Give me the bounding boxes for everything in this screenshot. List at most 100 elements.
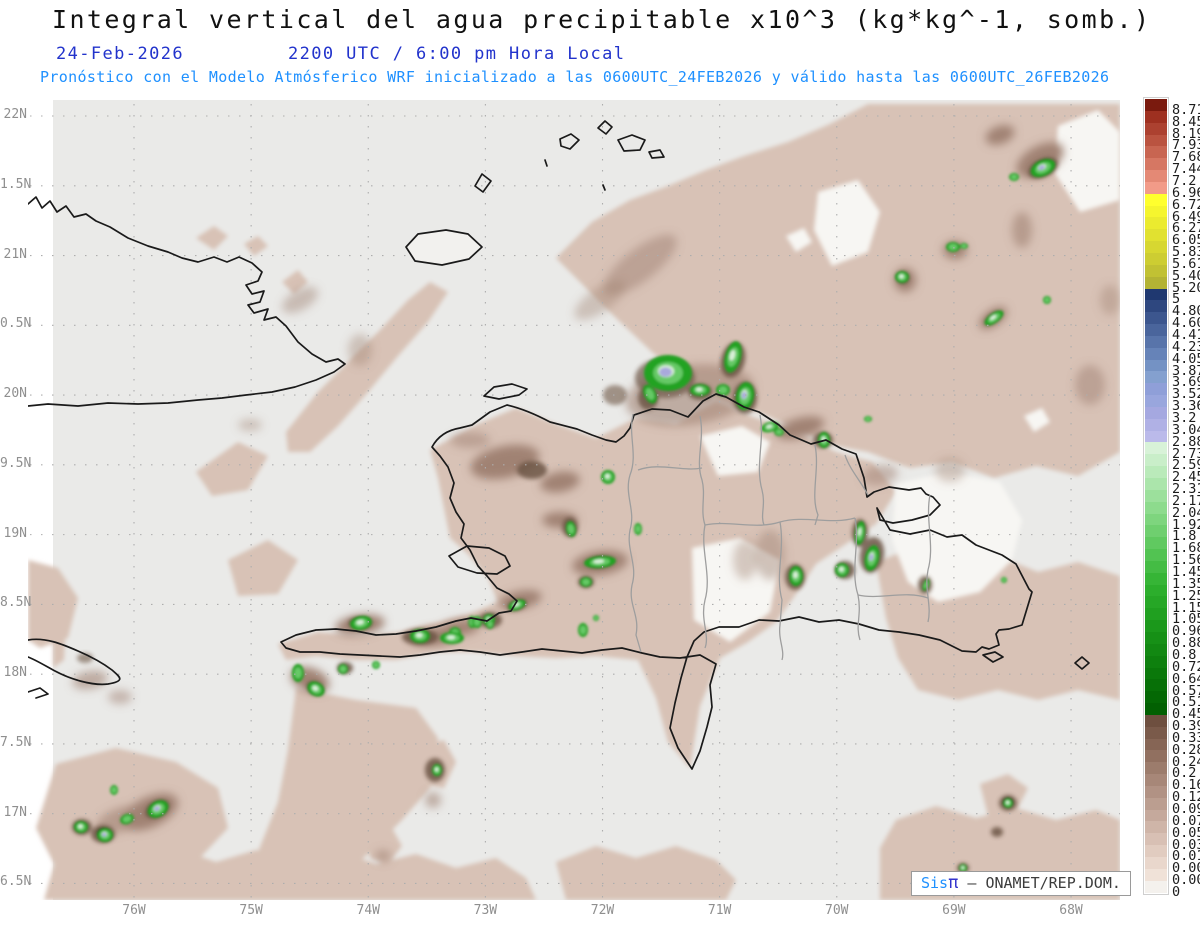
- colorbar-swatch: [1145, 868, 1167, 881]
- colorbar-value-label: 1.8: [1172, 528, 1197, 545]
- colorbar-swatch: [1145, 549, 1167, 561]
- colorbar-swatch: [1145, 395, 1167, 407]
- attribution-box: Sisπ – ONAMET/REP.DOM.: [911, 871, 1131, 896]
- colorbar: [1143, 97, 1169, 895]
- field-white-patches: [692, 110, 1120, 642]
- colorbar-value-label: 1.922: [1172, 516, 1200, 533]
- hispaniola-coastline: [280, 393, 1033, 770]
- colorbar-value-label: 0.072: [1172, 812, 1200, 829]
- colorbar-value-label: 0.648: [1172, 670, 1200, 687]
- colorbar-swatch: [1145, 170, 1167, 182]
- colorbar-swatch: [1145, 454, 1167, 467]
- colorbar-value-label: 2.312: [1172, 481, 1200, 498]
- valid-date: 24-Feb-2026: [56, 44, 184, 64]
- colorbar-swatch: [1145, 110, 1167, 123]
- colorbar-value-label: 3.2: [1172, 409, 1197, 426]
- colorbar-value-label: 0.002: [1172, 872, 1200, 889]
- longitude-label: 73W: [473, 903, 498, 918]
- colorbar-value-label: 2.178: [1172, 492, 1200, 509]
- colorbar-value-label: 8.192: [1172, 125, 1200, 142]
- colorbar-value-label: 8.712: [1172, 101, 1200, 118]
- longitude-label: 68W: [1059, 903, 1083, 918]
- colorbar-swatch: [1145, 785, 1167, 798]
- colorbar-value-label: 0.512: [1172, 694, 1200, 711]
- colorbar-swatch: [1145, 655, 1167, 668]
- colorbar-value-label: 5.408: [1172, 267, 1200, 284]
- colorbar-value-label: 0.968: [1172, 623, 1200, 640]
- attribution-sispi-brand: Sis: [921, 874, 949, 892]
- colorbar-value-label: 2.738: [1172, 445, 1200, 462]
- longitude-label: 71W: [707, 903, 732, 918]
- colorbar-swatch: [1145, 146, 1167, 159]
- colorbar-value-label: 7.442: [1172, 161, 1200, 178]
- islet-speck-2: [602, 184, 606, 191]
- colorbar-swatch: [1145, 442, 1167, 455]
- colorbar-value-label: 0.05: [1172, 824, 1200, 841]
- latitude-label: 9.5N: [0, 455, 32, 471]
- colorbar-value-label: 2.592: [1172, 457, 1200, 474]
- colorbar-value-label: 7.688: [1172, 149, 1200, 166]
- valid-time: 2200 UTC / 6:00 pm Hora Local: [288, 44, 626, 64]
- colorbar-swatch: [1145, 193, 1167, 206]
- colorbar-swatch: [1145, 631, 1167, 644]
- colorbar-value-label: 0.018: [1172, 848, 1200, 865]
- latitude-label: 0.5N: [0, 316, 32, 332]
- saona-island: [982, 651, 1004, 663]
- colorbar-swatch: [1145, 845, 1167, 857]
- colorbar-swatch: [1145, 679, 1167, 692]
- colorbar-swatch: [1145, 276, 1167, 289]
- colorbar-value-label: 0.098: [1172, 801, 1200, 817]
- colorbar-swatch: [1145, 478, 1167, 490]
- colorbar-value-label: 6.962: [1172, 184, 1200, 201]
- pi-symbol: π: [948, 873, 959, 893]
- colorbar-value-label: 0.8: [1172, 646, 1197, 663]
- latitude-label: 6.5N: [0, 874, 32, 890]
- tortuga-island: [483, 383, 528, 400]
- colorbar-value-label: 6.728: [1172, 196, 1200, 213]
- colorbar-swatch: [1145, 726, 1167, 739]
- colorbar-swatch: [1145, 312, 1167, 325]
- colorbar-value-label: 1.25: [1172, 587, 1200, 604]
- colorbar-swatch: [1145, 608, 1167, 621]
- colorbar-swatch: [1145, 667, 1167, 680]
- colorbar-swatch: [1145, 537, 1167, 550]
- colorbar-swatch: [1145, 857, 1167, 869]
- colorbar-value-label: 0.338: [1172, 729, 1200, 746]
- colorbar-swatch: [1145, 525, 1167, 538]
- colorbar-swatch: [1145, 809, 1167, 822]
- colorbar-value-label: 4.232: [1172, 338, 1200, 355]
- longitude-label: 76W: [122, 903, 146, 918]
- colorbar-value-label: 7.2: [1172, 172, 1197, 189]
- colorbar-value-label: 3.362: [1172, 398, 1200, 415]
- colorbar-swatch: [1145, 99, 1167, 111]
- little-inagua-island: [474, 173, 492, 193]
- colorbar-value-label: 6.05: [1172, 232, 1200, 249]
- colorbar-swatch: [1145, 252, 1167, 265]
- colorbar-value-label: 4.802: [1172, 303, 1200, 320]
- colorbar-swatch: [1145, 324, 1167, 336]
- colorbar-swatch: [1145, 335, 1167, 348]
- colorbar-value-label: 1.568: [1172, 552, 1200, 569]
- colorbar-value-label: 0.162: [1172, 777, 1200, 794]
- colorbar-value-label: 0.288: [1172, 741, 1200, 758]
- colorbar-value-label: 1.152: [1172, 599, 1200, 616]
- latitude-label: 7.5N: [0, 734, 32, 750]
- admin-borders: [627, 413, 932, 661]
- colorbar-swatch: [1145, 691, 1167, 704]
- colorbar-swatch: [1145, 643, 1167, 656]
- forecast-description: Pronóstico con el Modelo Atmósferico WRF…: [40, 68, 1110, 86]
- colorbar-value-label: 3.528: [1172, 386, 1200, 403]
- latitude-label: 20N: [3, 386, 27, 402]
- colorbar-value-label: 1.058: [1172, 611, 1200, 628]
- colorbar-swatch: [1145, 620, 1167, 632]
- longitude-label: 74W: [356, 903, 380, 918]
- jamaica-coastline: [28, 638, 121, 686]
- colorbar-swatch: [1145, 714, 1167, 727]
- colorbar-swatch: [1145, 513, 1167, 526]
- colorbar-value-label: 1.458: [1172, 564, 1200, 580]
- colorbar-swatch: [1145, 501, 1167, 514]
- longitude-label: 69W: [942, 903, 966, 918]
- jamaica-coastline-2: [28, 687, 49, 699]
- colorbar-swatch: [1145, 122, 1167, 135]
